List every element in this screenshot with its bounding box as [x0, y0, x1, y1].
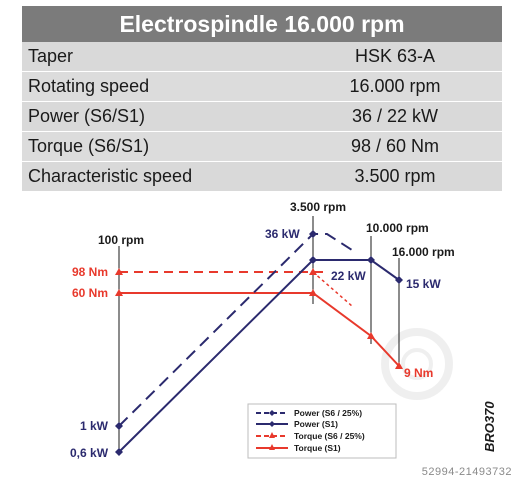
spec-value: 16.000 rpm — [349, 76, 441, 96]
spec-row-rotating-speed: Rotating speed 16.000 rpm — [22, 72, 502, 102]
annotation-98nm: 98 Nm — [72, 265, 108, 279]
chart-code-label: BRO370 — [482, 401, 497, 452]
spec-value: 36 / 22 kW — [351, 106, 439, 126]
legend-torque-s6: Torque (S6 / 25%) — [294, 431, 365, 441]
series-torque-s1-line — [119, 292, 400, 367]
point-torque-s1-100 — [115, 289, 123, 296]
performance-chart-svg: 100 rpm 3.500 rpm 10.000 rpm 16.000 rpm — [70, 200, 497, 460]
point-torque-s1-3500 — [309, 289, 317, 296]
point-power-s6-3500 — [309, 230, 317, 238]
annotation-9nm: 9 Nm — [404, 366, 433, 380]
marker-label-16000rpm: 16.000 rpm — [392, 245, 455, 259]
legend-power-s1: Power (S1) — [294, 419, 338, 429]
point-power-s6-100 — [115, 422, 123, 430]
marker-label-10000rpm: 10.000 rpm — [366, 221, 429, 235]
gear-watermark-icon — [381, 328, 453, 400]
annotation-60nm: 60 Nm — [72, 286, 108, 300]
point-torque-s1-16000 — [395, 362, 403, 369]
spec-row-torque: Torque (S6/S1) 98 / 60 Nm — [22, 132, 502, 162]
point-torque-s6-100 — [115, 268, 123, 275]
spec-label: Taper — [28, 46, 74, 66]
point-torque-s6-3500 — [309, 268, 317, 275]
marker-label-3500rpm: 3.500 rpm — [290, 200, 346, 214]
legend-power-s6: Power (S6 / 25%) — [294, 408, 362, 418]
spec-row-taper: Taper HSK 63-A — [22, 42, 502, 72]
spec-label: Power (S6/S1) — [28, 106, 146, 126]
series-power-s1-line — [118, 259, 400, 453]
point-torque-s1-10000 — [367, 332, 375, 339]
spec-value: 3.500 rpm — [354, 166, 436, 186]
spec-label: Rotating speed — [28, 76, 150, 96]
point-power-s1-100 — [115, 448, 123, 456]
page-title: Electrospindle 16.000 rpm — [22, 6, 502, 42]
annotation-06kw: 0,6 kW — [70, 446, 109, 460]
series-power-s6-line — [118, 233, 353, 427]
performance-chart: 100 rpm 3.500 rpm 10.000 rpm 16.000 rpm — [22, 194, 502, 474]
spec-value: 98 / 60 Nm — [350, 136, 440, 156]
annotation-36kw: 36 kW — [265, 227, 300, 241]
chart-legend: Power (S6 / 25%) Power (S1) Torque (S6 /… — [247, 403, 397, 459]
point-power-s1-16000 — [395, 276, 403, 284]
annotation-15kw: 15 kW — [406, 277, 441, 291]
annotation-22kw: 22 kW — [331, 269, 366, 283]
series-torque-s6-tail — [312, 271, 353, 307]
spec-row-characteristic-speed: Characteristic speed 3.500 rpm — [22, 162, 502, 192]
marker-label-100rpm: 100 rpm — [98, 233, 144, 247]
spec-table: Taper HSK 63-A Rotating speed 16.000 rpm… — [22, 42, 502, 192]
watermark-id: 52994-21493732 — [421, 466, 512, 478]
point-power-s1-10000 — [367, 256, 375, 264]
spec-label: Torque (S6/S1) — [28, 136, 150, 156]
legend-torque-s1: Torque (S1) — [294, 443, 341, 453]
spec-label: Characteristic speed — [28, 166, 193, 186]
annotation-1kw: 1 kW — [80, 419, 109, 433]
point-power-s1-3500 — [309, 256, 317, 264]
spec-value: HSK 63-A — [354, 46, 436, 66]
spec-row-power: Power (S6/S1) 36 / 22 kW — [22, 102, 502, 132]
